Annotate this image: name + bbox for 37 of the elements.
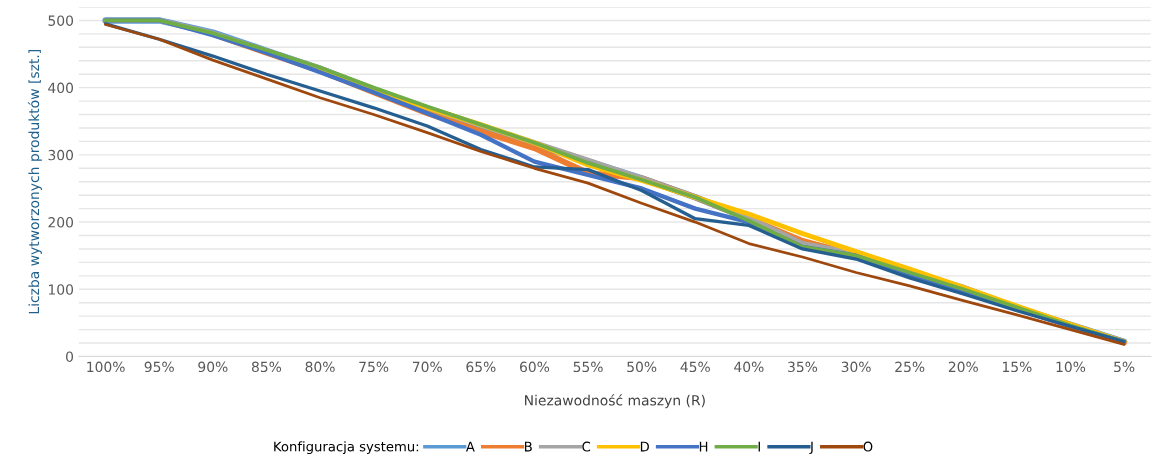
x-tick-label: 90% bbox=[198, 361, 228, 373]
y-tick-label: 500 bbox=[48, 15, 74, 26]
x-tick-label: 20% bbox=[948, 361, 978, 373]
x-tick-label: 15% bbox=[1002, 361, 1032, 373]
y-tick-label: 300 bbox=[48, 149, 74, 161]
x-tick-label: 30% bbox=[841, 361, 871, 373]
legend-label: D bbox=[640, 441, 649, 452]
legend-label: J bbox=[809, 441, 813, 455]
x-tick-label: 70% bbox=[412, 361, 442, 373]
y-tick-label: 200 bbox=[48, 217, 74, 228]
x-tick-label: 45% bbox=[680, 361, 710, 373]
x-tick-label: 85% bbox=[251, 361, 282, 373]
x-tick-label: 50% bbox=[627, 361, 657, 373]
legend-label: O bbox=[863, 441, 873, 452]
legend-label: A bbox=[465, 441, 475, 452]
y-tick-label: 400 bbox=[48, 82, 74, 94]
x-tick-label: 75% bbox=[359, 361, 389, 373]
x-tick-label: 25% bbox=[895, 361, 925, 373]
legend-label: H bbox=[699, 441, 708, 452]
x-tick-label: 95% bbox=[144, 361, 174, 373]
legend-label: I bbox=[758, 441, 760, 452]
y-tick-label: 0 bbox=[66, 351, 74, 362]
y-tick-label: 100 bbox=[48, 284, 74, 295]
x-tick-label: 100% bbox=[87, 361, 125, 373]
legend-label: B bbox=[524, 441, 532, 452]
x-tick-label: 60% bbox=[519, 361, 550, 373]
y-axis-title: Liczba wytworzonych produktów [szt.] bbox=[27, 50, 42, 314]
x-tick-label: 10% bbox=[1056, 361, 1086, 373]
x-tick-label: 55% bbox=[573, 361, 603, 373]
x-tick-label: 5% bbox=[1114, 361, 1135, 373]
x-tick-label: 35% bbox=[788, 361, 818, 373]
x-axis-title: Niezawodność maszyn (R) bbox=[525, 394, 705, 409]
x-tick-label: 80% bbox=[305, 361, 335, 373]
x-tick-label: 65% bbox=[466, 361, 496, 373]
legend-title: Konfiguracja systemu: bbox=[274, 441, 419, 455]
x-tick-label: 40% bbox=[734, 361, 764, 373]
legend-label: C bbox=[582, 441, 591, 452]
